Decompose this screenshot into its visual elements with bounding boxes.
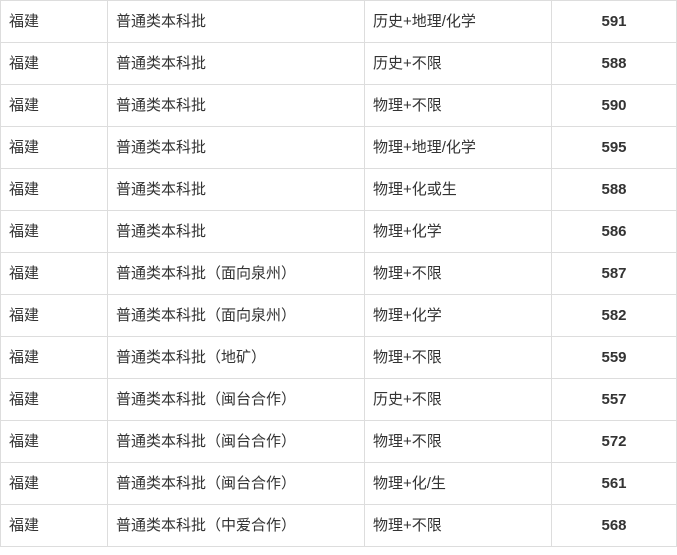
cell-batch: 普通类本科批	[108, 127, 365, 169]
cell-province: 福建	[1, 505, 108, 547]
cell-batch: 普通类本科批（闽台合作）	[108, 379, 365, 421]
cell-subject: 物理+化学	[365, 295, 552, 337]
cell-province: 福建	[1, 379, 108, 421]
cell-score: 591	[552, 1, 677, 43]
cell-score: 557	[552, 379, 677, 421]
cell-subject: 历史+不限	[365, 43, 552, 85]
cell-score: 588	[552, 43, 677, 85]
cell-province: 福建	[1, 295, 108, 337]
cell-batch: 普通类本科批（闽台合作）	[108, 463, 365, 505]
cell-score: 590	[552, 85, 677, 127]
cell-province: 福建	[1, 463, 108, 505]
cell-subject: 物理+地理/化学	[365, 127, 552, 169]
cell-subject: 历史+不限	[365, 379, 552, 421]
table-body: 福建普通类本科批历史+地理/化学591福建普通类本科批历史+不限588福建普通类…	[1, 1, 677, 547]
cell-batch: 普通类本科批	[108, 85, 365, 127]
cell-score: 559	[552, 337, 677, 379]
cell-batch: 普通类本科批	[108, 43, 365, 85]
cell-batch: 普通类本科批	[108, 169, 365, 211]
cell-province: 福建	[1, 253, 108, 295]
cell-subject: 物理+化/生	[365, 463, 552, 505]
cell-subject: 物理+化或生	[365, 169, 552, 211]
cell-subject: 物理+不限	[365, 253, 552, 295]
table-row: 福建普通类本科批历史+不限588	[1, 43, 677, 85]
cell-province: 福建	[1, 85, 108, 127]
cell-subject: 历史+地理/化学	[365, 1, 552, 43]
cell-province: 福建	[1, 1, 108, 43]
cell-batch: 普通类本科批	[108, 211, 365, 253]
table-row: 福建普通类本科批物理+不限590	[1, 85, 677, 127]
table-row: 福建普通类本科批（闽台合作）历史+不限557	[1, 379, 677, 421]
cell-batch: 普通类本科批（面向泉州）	[108, 253, 365, 295]
cell-batch: 普通类本科批（闽台合作）	[108, 421, 365, 463]
table-row: 福建普通类本科批历史+地理/化学591	[1, 1, 677, 43]
cell-score: 582	[552, 295, 677, 337]
table-row: 福建普通类本科批物理+地理/化学595	[1, 127, 677, 169]
cell-score: 561	[552, 463, 677, 505]
cell-province: 福建	[1, 127, 108, 169]
table-row: 福建普通类本科批物理+化学586	[1, 211, 677, 253]
cell-province: 福建	[1, 43, 108, 85]
cell-score: 595	[552, 127, 677, 169]
table-row: 福建普通类本科批（面向泉州）物理+不限587	[1, 253, 677, 295]
table-row: 福建普通类本科批（地矿）物理+不限559	[1, 337, 677, 379]
cell-score: 587	[552, 253, 677, 295]
cell-subject: 物理+不限	[365, 337, 552, 379]
cell-province: 福建	[1, 337, 108, 379]
cell-subject: 物理+不限	[365, 421, 552, 463]
table-row: 福建普通类本科批（中爱合作）物理+不限568	[1, 505, 677, 547]
admission-score-table: 福建普通类本科批历史+地理/化学591福建普通类本科批历史+不限588福建普通类…	[0, 0, 677, 547]
admission-score-table-wrap: 福建普通类本科批历史+地理/化学591福建普通类本科批历史+不限588福建普通类…	[0, 0, 677, 547]
cell-batch: 普通类本科批（面向泉州）	[108, 295, 365, 337]
cell-score: 588	[552, 169, 677, 211]
cell-province: 福建	[1, 421, 108, 463]
cell-province: 福建	[1, 169, 108, 211]
cell-score: 586	[552, 211, 677, 253]
table-row: 福建普通类本科批物理+化或生588	[1, 169, 677, 211]
cell-subject: 物理+不限	[365, 85, 552, 127]
cell-score: 568	[552, 505, 677, 547]
cell-score: 572	[552, 421, 677, 463]
cell-province: 福建	[1, 211, 108, 253]
table-row: 福建普通类本科批（闽台合作）物理+化/生561	[1, 463, 677, 505]
table-row: 福建普通类本科批（闽台合作）物理+不限572	[1, 421, 677, 463]
cell-batch: 普通类本科批（中爱合作）	[108, 505, 365, 547]
cell-subject: 物理+化学	[365, 211, 552, 253]
cell-batch: 普通类本科批（地矿）	[108, 337, 365, 379]
cell-subject: 物理+不限	[365, 505, 552, 547]
table-row: 福建普通类本科批（面向泉州）物理+化学582	[1, 295, 677, 337]
cell-batch: 普通类本科批	[108, 1, 365, 43]
